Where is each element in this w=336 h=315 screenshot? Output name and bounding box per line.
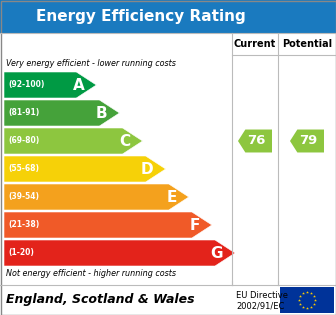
Polygon shape [4,156,166,182]
Text: (81-91): (81-91) [8,108,39,117]
Polygon shape [238,129,272,152]
Polygon shape [4,72,96,98]
Bar [280,287,334,313]
Text: EU Directive: EU Directive [236,291,288,300]
Text: Not energy efficient - higher running costs: Not energy efficient - higher running co… [6,270,176,278]
Text: F: F [190,217,200,232]
Text: (39-54): (39-54) [8,192,39,202]
Text: Very energy efficient - lower running costs: Very energy efficient - lower running co… [6,59,176,67]
Text: (92-100): (92-100) [8,81,44,89]
Text: England, Scotland & Wales: England, Scotland & Wales [6,294,195,306]
Text: A: A [73,77,84,93]
Text: E: E [166,190,177,204]
Text: 2002/91/EC: 2002/91/EC [236,301,284,311]
Text: B: B [96,106,108,121]
Text: Energy Efficiency Rating: Energy Efficiency Rating [36,9,246,24]
Text: (55-68): (55-68) [8,164,39,174]
Text: Potential: Potential [282,39,332,49]
Polygon shape [4,100,119,126]
Polygon shape [4,184,189,210]
Text: (21-38): (21-38) [8,220,39,230]
Bar [0,0,336,33]
Polygon shape [4,240,235,266]
Text: (69-80): (69-80) [8,136,39,146]
Text: D: D [141,162,154,176]
Polygon shape [4,128,142,154]
Text: C: C [119,134,131,148]
Text: 79: 79 [300,135,318,147]
Bar [0,285,336,315]
Polygon shape [4,212,212,238]
Text: Current: Current [234,39,276,49]
Text: 76: 76 [248,135,266,147]
Text: G: G [210,245,223,261]
Text: (1-20): (1-20) [8,249,34,257]
Polygon shape [290,129,324,152]
